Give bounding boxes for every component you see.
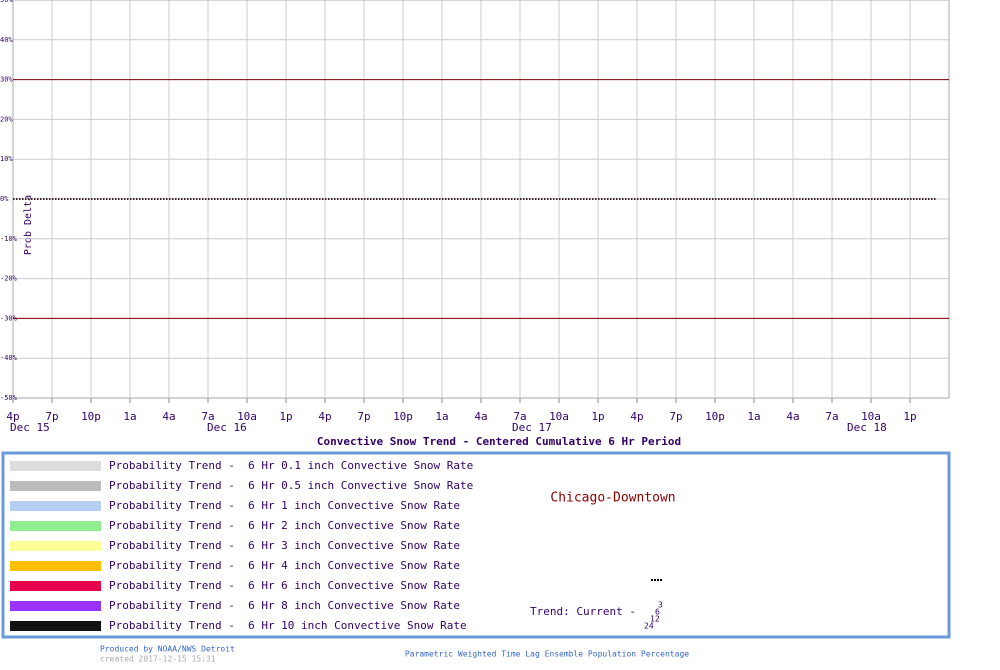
x-tick-label: 4a	[162, 410, 175, 423]
y-tick-label: 0%	[0, 195, 9, 203]
legend-swatch	[10, 581, 101, 591]
x-tick-label: 7p	[45, 410, 58, 423]
legend-label: Probability Trend - 6 Hr 0.1 inch Convec…	[109, 459, 473, 472]
trend-period: 6	[655, 608, 660, 617]
x-tick-label: 4a	[474, 410, 487, 423]
y-tick-label: 10%	[0, 155, 13, 163]
x-tick-label: 10a	[861, 410, 881, 423]
x-tick-label: 4a	[786, 410, 799, 423]
x-tick-label: 7a	[201, 410, 214, 423]
legend-swatch	[10, 461, 101, 471]
y-tick-label: 30%	[0, 76, 13, 84]
legend-label: Probability Trend - 6 Hr 1 inch Convecti…	[109, 499, 460, 512]
y-tick-label: 20%	[0, 115, 13, 123]
legend-label: Probability Trend - 6 Hr 10 inch Convect…	[109, 619, 467, 632]
date-label: Dec 18	[847, 421, 887, 434]
date-label: Dec 16	[207, 421, 247, 434]
x-tick-label: 1a	[435, 410, 448, 423]
legend-swatch	[10, 601, 101, 611]
date-label: Dec 17	[512, 421, 552, 434]
x-tick-label: 1a	[747, 410, 760, 423]
legend-swatch	[10, 561, 101, 571]
trend-marker	[654, 579, 656, 581]
trend-period: 3	[658, 601, 663, 610]
legend-box	[1, 451, 951, 639]
y-tick-label: -40%	[0, 354, 18, 362]
location: Chicago-Downtown	[550, 491, 675, 506]
trend-marker	[660, 579, 662, 581]
legend-label: Probability Trend - 6 Hr 3 inch Convecti…	[109, 539, 460, 552]
legend-label: Probability Trend - 6 Hr 4 inch Convecti…	[109, 559, 460, 572]
x-tick-label: 10a	[237, 410, 257, 423]
legend-label: Probability Trend - 6 Hr 0.5 inch Convec…	[109, 479, 473, 492]
x-tick-label: 7a	[513, 410, 526, 423]
x-tick-label: 10p	[81, 410, 101, 423]
legend-swatch	[10, 501, 101, 511]
x-tick-label: 1p	[903, 410, 916, 423]
y-tick-label: 40%	[0, 36, 13, 44]
chart-title: Convective Snow Trend - Centered Cumulat…	[317, 435, 681, 448]
trend-period: 24	[644, 622, 654, 631]
x-tick-label: 1p	[279, 410, 292, 423]
created: created 2017-12-15 15:31	[100, 655, 216, 664]
legend-swatch	[10, 621, 101, 631]
y-tick-label: -10%	[0, 235, 18, 243]
x-tick-label: 7p	[669, 410, 682, 423]
date-label: Dec 15	[10, 421, 50, 434]
x-tick-label: 10p	[705, 410, 725, 423]
x-tick-label: 10a	[549, 410, 569, 423]
y-tick-label: -20%	[0, 275, 18, 283]
x-tick-label: 4p	[6, 410, 19, 423]
trend-label: Trend: Current -	[530, 605, 636, 618]
legend-label: Probability Trend - 6 Hr 2 inch Convecti…	[109, 519, 460, 532]
y-axis-label: Prob Delta	[23, 195, 34, 255]
y-tick-label: 50%	[0, 0, 13, 4]
credit: Produced by NOAA/NWS Detroit	[100, 645, 235, 654]
legend-swatch	[10, 481, 101, 491]
x-tick-label: 4p	[318, 410, 331, 423]
legend-swatch	[10, 541, 101, 551]
y-tick-label: -50%	[0, 394, 18, 402]
trend-marker	[651, 579, 653, 581]
plot-area	[12, 0, 950, 403]
x-tick-label: 7p	[357, 410, 370, 423]
x-tick-label: 4p	[630, 410, 643, 423]
x-tick-label: 10p	[393, 410, 413, 423]
legend-swatch	[10, 521, 101, 531]
x-tick-label: 1a	[123, 410, 136, 423]
x-tick-label: 1p	[591, 410, 604, 423]
legend-label: Probability Trend - 6 Hr 6 inch Convecti…	[109, 579, 460, 592]
trend-marker	[657, 579, 659, 581]
legend-label: Probability Trend - 6 Hr 8 inch Convecti…	[109, 599, 460, 612]
footnote: Parametric Weighted Time Lag Ensemble Po…	[405, 650, 689, 659]
x-tick-label: 7a	[825, 410, 838, 423]
trend-period: 12	[650, 615, 660, 624]
y-tick-label: -30%	[0, 314, 18, 322]
